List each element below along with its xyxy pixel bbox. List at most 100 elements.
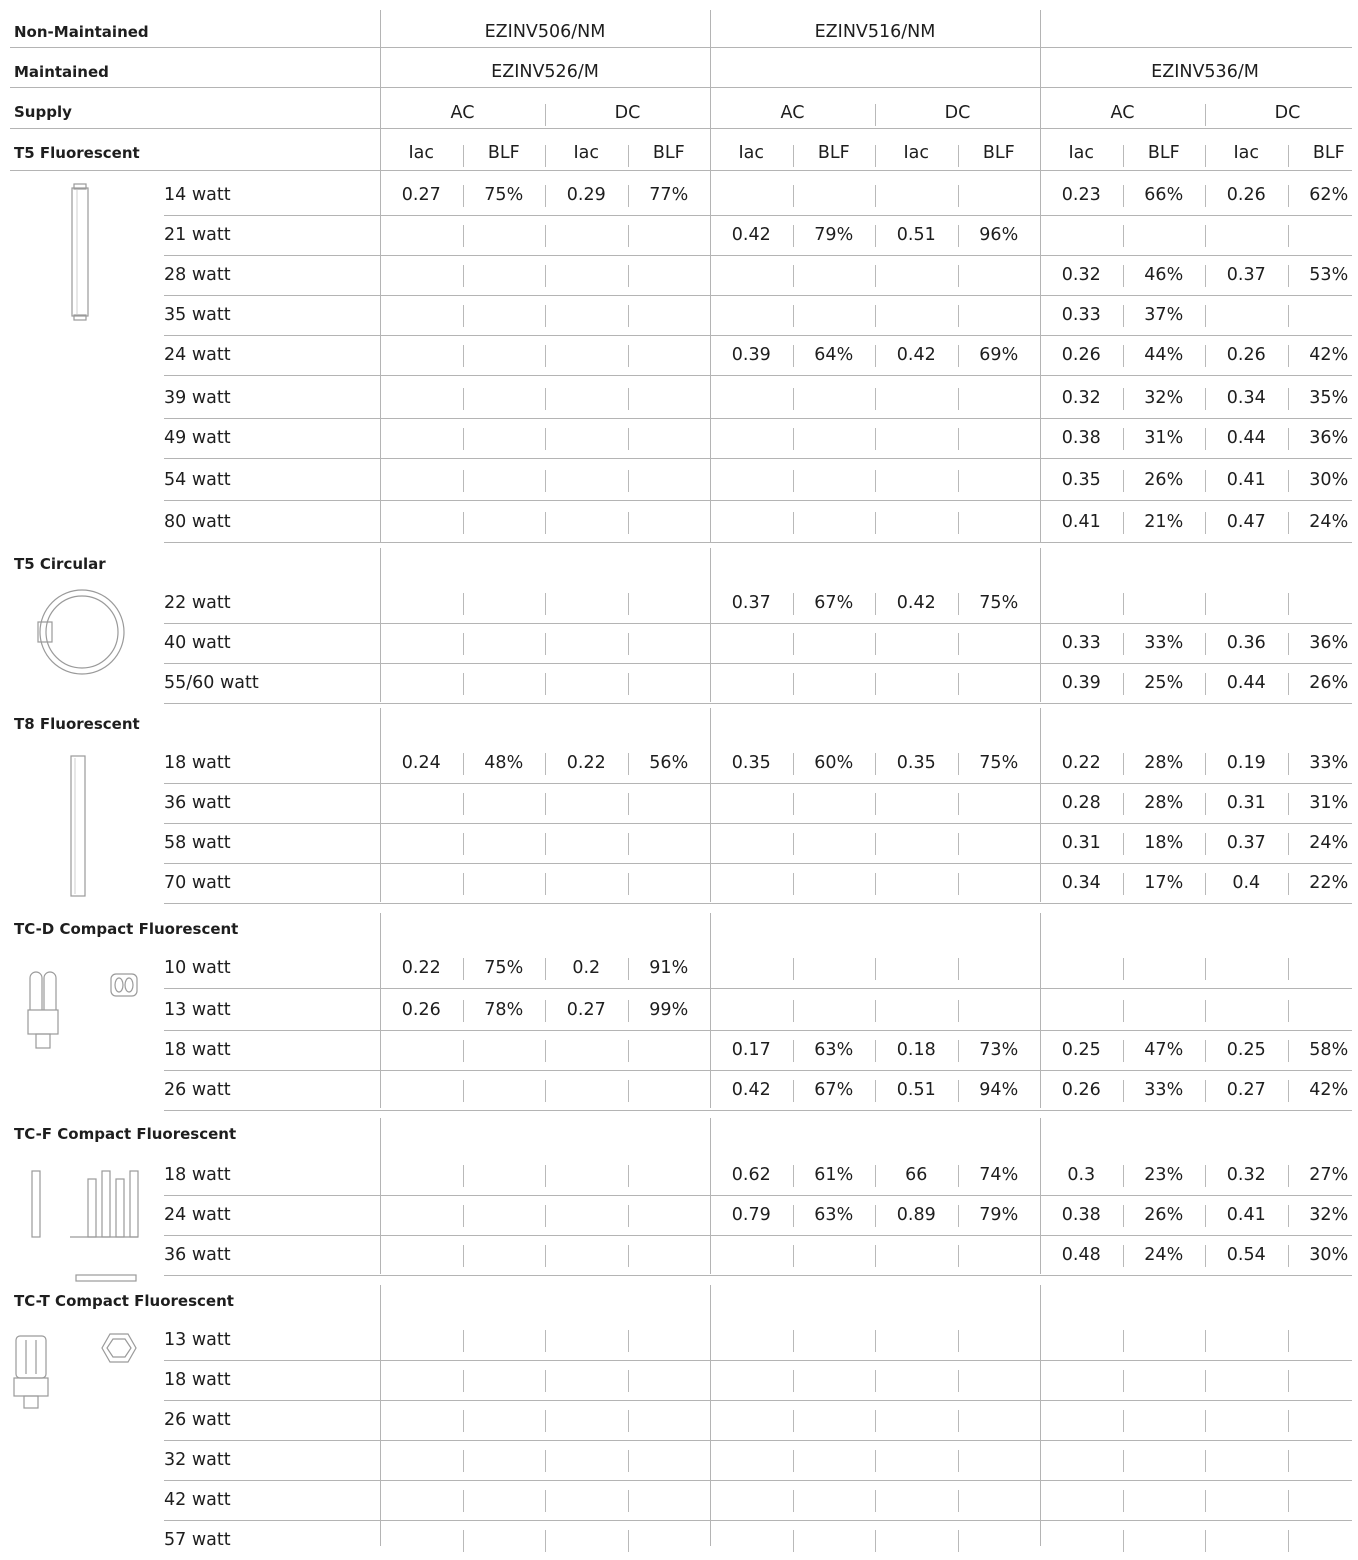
cell-separator (545, 673, 546, 695)
cell-separator (1205, 1330, 1206, 1352)
value-cell (545, 1235, 628, 1275)
value-cell (545, 418, 628, 458)
cell-separator (958, 145, 959, 167)
value-cell: 79% (958, 1195, 1041, 1235)
cell-separator (1288, 265, 1289, 287)
value-cell: 73% (958, 1030, 1041, 1070)
cell-separator (1123, 1450, 1124, 1472)
value-cell (958, 863, 1041, 903)
cell-separator (793, 1245, 794, 1267)
value-cell (380, 1235, 463, 1275)
cell-separator (1205, 1450, 1206, 1472)
cell-separator (793, 1410, 794, 1432)
cell-separator (1288, 470, 1289, 492)
value-cell (628, 215, 711, 255)
cell-separator (793, 1490, 794, 1512)
header-divider (10, 87, 1352, 88)
value-cell (380, 255, 463, 295)
cell-separator (958, 593, 959, 615)
cell-separator (875, 345, 876, 367)
cell-separator (1205, 104, 1206, 126)
cell-separator (1288, 185, 1289, 207)
cell-separator (463, 833, 464, 855)
value-cell (958, 1235, 1041, 1275)
value-cell: 0.42 (875, 335, 958, 375)
cell-separator (628, 833, 629, 855)
wattage-label: 42 watt (164, 1480, 364, 1520)
value-cell: 30% (1288, 460, 1358, 500)
t8-tube-icon (66, 752, 90, 900)
value-cell (958, 1440, 1041, 1480)
cell-separator (875, 673, 876, 695)
cell-separator (793, 470, 794, 492)
cell-separator (793, 958, 794, 980)
cell-separator (545, 305, 546, 327)
value-cell (958, 502, 1041, 542)
cell-separator (545, 633, 546, 655)
value-cell: 36% (1288, 418, 1358, 458)
value-cell: 0.34 (1205, 378, 1288, 418)
cell-separator (545, 345, 546, 367)
wattage-label: 18 watt (164, 1030, 364, 1070)
cell-separator (958, 873, 959, 895)
value-cell (463, 215, 546, 255)
wattage-label: 58 watt (164, 823, 364, 863)
cell-separator (793, 753, 794, 775)
cell-separator (1205, 1245, 1206, 1267)
cell-separator (545, 793, 546, 815)
value-cell (1040, 1360, 1123, 1400)
value-cell (793, 863, 876, 903)
value-cell: 0.33 (1040, 623, 1123, 663)
cell-separator (1123, 873, 1124, 895)
cell-separator (1205, 512, 1206, 534)
cell-separator (463, 1245, 464, 1267)
product-name-non-maintained: EZINV516/NM (710, 20, 1040, 44)
value-cell: 26% (1123, 1195, 1206, 1235)
cell-separator (958, 1165, 959, 1187)
column-divider (1040, 1285, 1041, 1546)
value-cell: 27% (1288, 1155, 1358, 1195)
value-cell (1040, 583, 1123, 623)
cell-separator (793, 185, 794, 207)
value-cell (1123, 990, 1206, 1030)
cell-separator (1123, 1530, 1124, 1552)
cell-separator (958, 345, 959, 367)
cell-separator (793, 1040, 794, 1062)
value-cell (875, 1360, 958, 1400)
value-cell (545, 783, 628, 823)
value-cell (628, 1320, 711, 1360)
column-divider (710, 1285, 711, 1546)
value-cell (793, 1360, 876, 1400)
cell-separator (1288, 1450, 1289, 1472)
cell-separator (793, 1000, 794, 1022)
column-header: BLF (628, 141, 711, 165)
value-cell (793, 378, 876, 418)
cell-separator (628, 1450, 629, 1472)
cell-separator (793, 673, 794, 695)
cell-separator (875, 225, 876, 247)
value-cell: 35% (1288, 378, 1358, 418)
cell-separator (545, 1165, 546, 1187)
cell-separator (1123, 388, 1124, 410)
value-cell: 0.26 (1205, 335, 1288, 375)
value-cell: 0.44 (1205, 663, 1288, 703)
section-title: T8 Fluorescent (14, 712, 374, 736)
cell-separator (1205, 673, 1206, 695)
cell-separator (958, 1245, 959, 1267)
value-cell: 36% (1288, 623, 1358, 663)
tc-t-lamp-icon (12, 1330, 142, 1420)
value-cell (380, 1520, 463, 1560)
cell-separator (958, 1000, 959, 1022)
value-cell: 0.24 (380, 743, 463, 783)
column-divider (1040, 1118, 1041, 1274)
value-cell (1205, 1520, 1288, 1560)
cell-separator (1123, 753, 1124, 775)
value-cell: 78% (463, 990, 546, 1030)
cell-separator (1123, 793, 1124, 815)
value-cell (380, 1480, 463, 1520)
cell-separator (875, 1370, 876, 1392)
value-cell (793, 502, 876, 542)
cell-separator (958, 1080, 959, 1102)
wattage-label: 14 watt (164, 175, 364, 215)
value-cell: 26% (1288, 663, 1358, 703)
